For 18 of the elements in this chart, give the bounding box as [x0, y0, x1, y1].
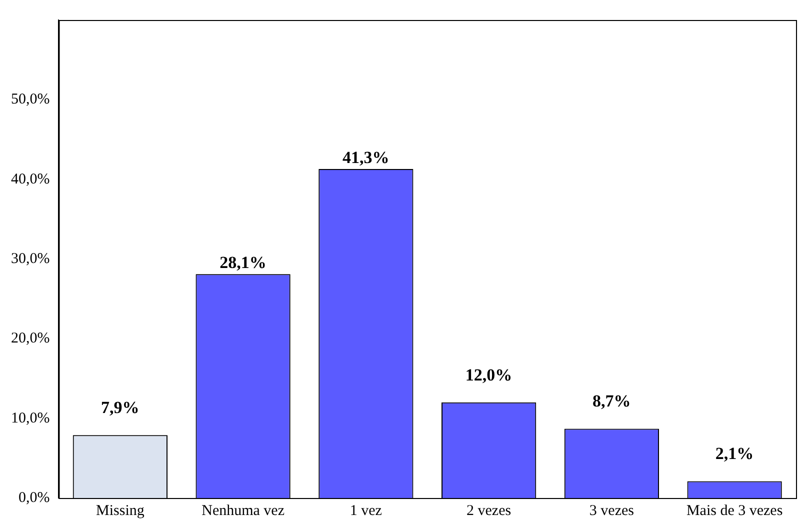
x-tick-label: 2 vezes — [466, 502, 512, 519]
data-label: 12,0% — [465, 365, 512, 384]
data-label: 8,7% — [592, 392, 631, 411]
data-label: 28,1% — [220, 253, 266, 272]
y-tick-label: 40,0% — [10, 171, 50, 188]
x-tick-label: 3 vezes — [589, 502, 634, 519]
y-tick-label: 30,0% — [10, 250, 50, 267]
x-tick-label: Mais de 3 vezes — [686, 502, 783, 519]
y-tick-label: 50,0% — [10, 92, 50, 108]
x-tick-label: Missing — [96, 502, 145, 519]
data-label: 7,9% — [101, 398, 140, 417]
x-tick-label: Nenhuma vez — [202, 502, 285, 519]
x-tick-label: 1 vez — [350, 502, 382, 519]
data-label: 2,1% — [715, 444, 754, 464]
y-tick-label: 20,0% — [10, 330, 50, 347]
data-label: 41,3% — [342, 148, 390, 167]
y-tick-label: 10,0% — [10, 410, 50, 426]
y-tick-label: 0,0% — [18, 490, 50, 506]
